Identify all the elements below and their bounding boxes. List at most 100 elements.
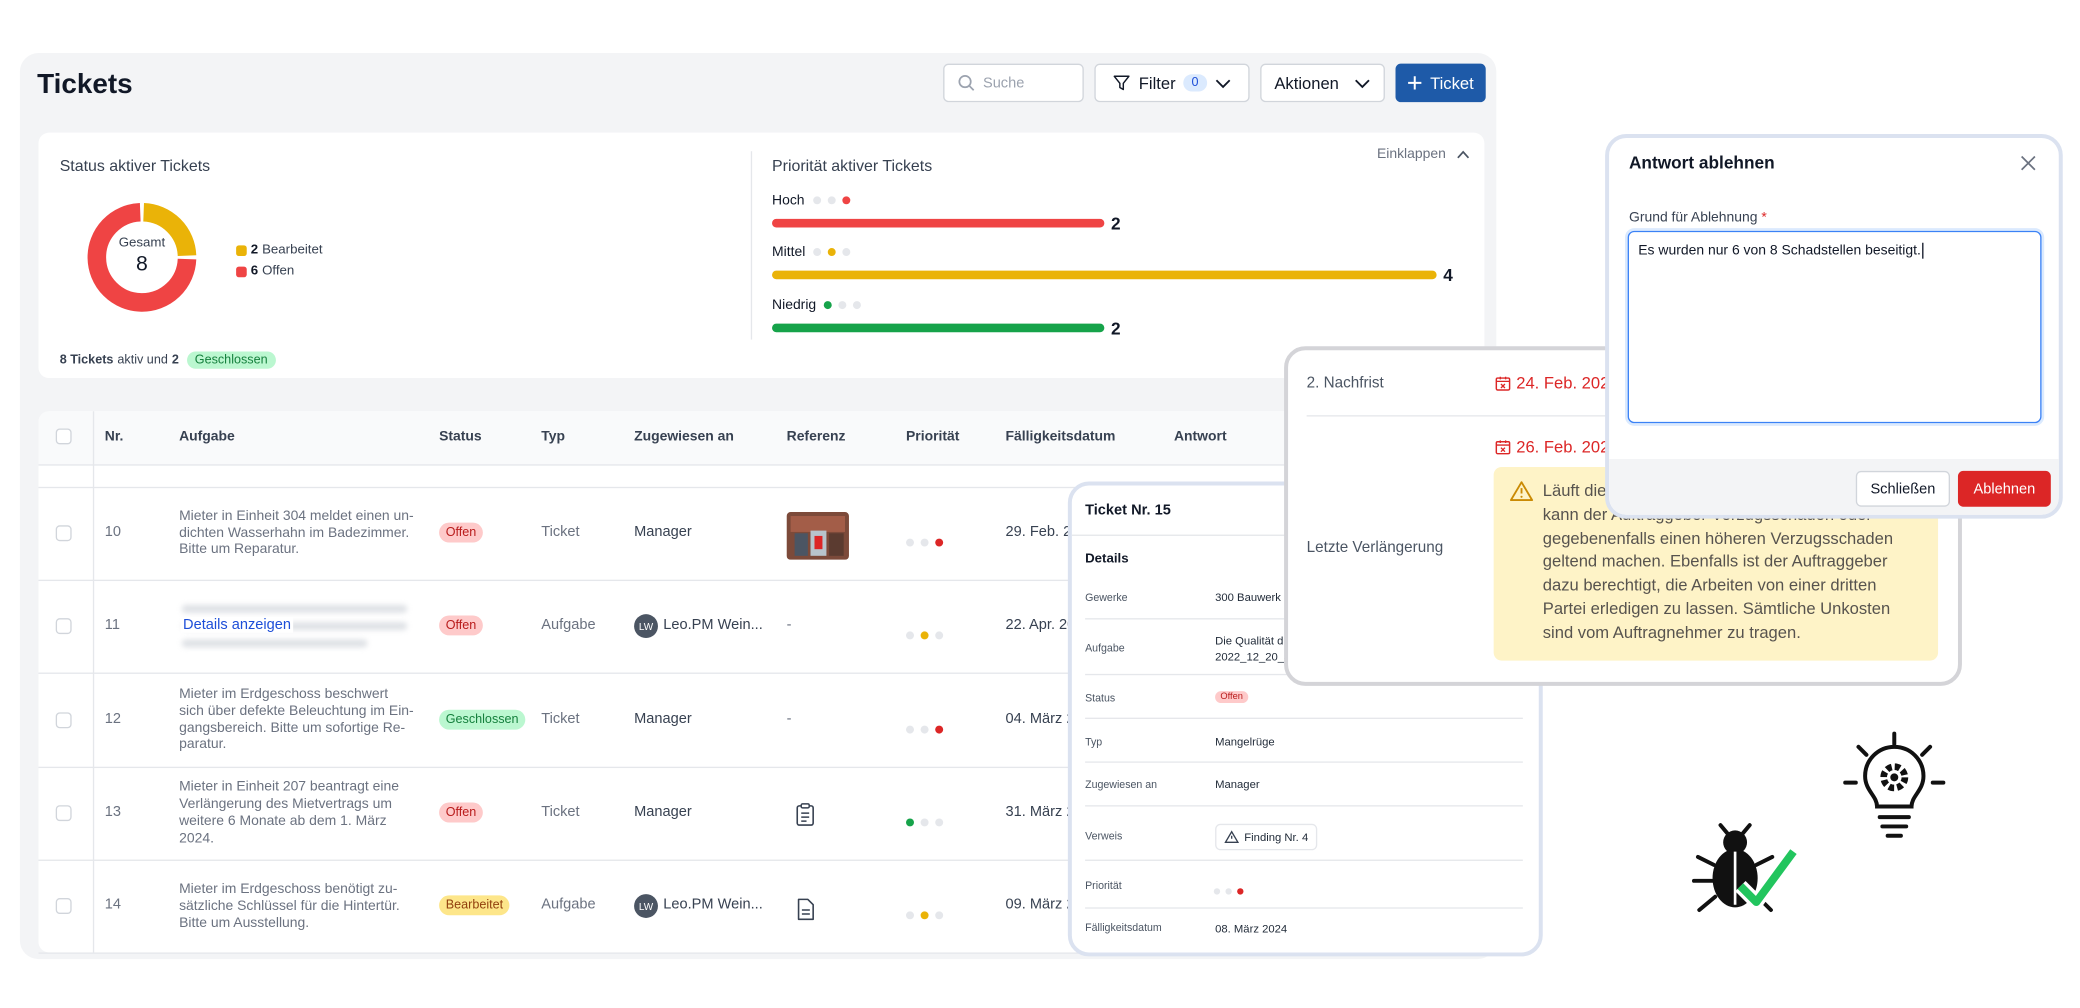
column-header: Zugewiesen an [634,428,734,445]
priority-dot [827,248,836,257]
collapse-toggle[interactable]: Einklappen [1377,146,1470,162]
priority-value: 2 [1111,318,1121,338]
row-separator [38,579,1485,582]
priority-bar [772,270,1437,280]
warning-line: gegebenenfalls einen höheren Verzugsscha… [1542,528,1894,548]
search-icon [958,75,975,91]
priority-value: 2 [1111,213,1121,233]
row-number: 11 [104,617,120,634]
chevron-down [1355,78,1371,88]
row-type: Aufgabe [541,617,596,634]
warning-icon [1224,830,1239,844]
row-type: Ticket [541,523,580,540]
priority-name: Niedrig [772,297,817,314]
priority-label: Hoch [772,192,850,208]
row-type: Ticket [541,710,580,727]
priority-dot [824,301,833,310]
divider [750,151,753,340]
new-ticket-label: Ticket [1430,73,1474,93]
actions-button[interactable]: Aktionen [1260,63,1385,103]
separator [1085,761,1523,763]
donut-center-label: Gesamt [118,236,166,251]
clipboard-icon[interactable] [796,803,815,827]
lightbulb-icon [1843,731,1946,838]
column-header: Typ [541,428,565,445]
new-ticket-button[interactable]: Ticket [1395,63,1486,103]
field-value: Die Qualität d [1215,634,1284,648]
bug-icon [1691,823,1800,912]
legend-swatch [236,266,247,278]
priority-label: Mittel [772,244,851,260]
priority-dot [841,196,850,205]
status-chart-title: Status aktiver Tickets [59,156,211,176]
priority-dots [899,716,944,740]
row-separator [38,766,1485,768]
priority-label: Niedrig [772,297,862,314]
priority-bar [772,218,1105,228]
row-type: Aufgabe [541,896,596,913]
field-label: Gewerke [1085,591,1128,604]
checkbox [55,525,72,542]
row-separator [38,859,1485,861]
filter-button[interactable]: Filter 0 [1094,63,1250,103]
details-link[interactable]: Details anzeigen [180,617,294,634]
priority-dot [827,196,836,205]
summary-closed-count: 2 [171,352,179,368]
column-divider [92,411,95,953]
summary: 8 Tickets aktiv und 2 Geschlossen [60,351,276,369]
close-label: Schließen [1870,480,1936,497]
priority-dots [899,529,944,553]
status-badge: Bearbeitet [439,895,510,916]
plus-icon [1408,76,1422,90]
legend-item: 2 Bearbeitet [236,240,323,261]
priority-name: Mittel [772,244,806,260]
task-text: Mieter in Einheit 304 meldet einen un- d… [179,507,414,558]
calendar-icon [1495,376,1511,391]
field-value: 08. März 2024 [1215,921,1288,936]
reference: - [786,617,792,634]
priority-chart-title: Priorität aktiver Tickets [772,156,933,176]
chevron-down [1215,78,1230,88]
separator [1085,805,1523,807]
document-icon[interactable] [797,898,814,921]
blurred-text [181,605,408,614]
column-header: Status [439,428,482,445]
priority-name: Hoch [772,192,805,209]
reference-chip[interactable]: Finding Nr. 4 [1215,823,1318,851]
priority-dots [1208,881,1244,900]
close-icon[interactable] [2020,155,2036,171]
search-box[interactable]: Suche [943,63,1084,103]
checkbox [55,805,72,821]
assignee: Manager [634,523,692,540]
legend-item: 6 Offen [236,261,322,282]
checkbox[interactable] [55,428,72,445]
checkbox [55,618,72,635]
blurred-text [181,622,408,631]
reject-button[interactable]: Ablehnen [1957,470,2051,507]
reference: - [786,710,792,727]
donut-segment [87,202,197,312]
priority-dot [853,301,862,310]
charts: 2 4 2 [87,202,1453,338]
ticket-title: Ticket Nr. 15 [1085,502,1171,519]
legend: 2 Bearbeitet 6 Offen [236,240,323,282]
checkbox [55,898,72,915]
field-label-text: Grund für Ablehnung [1628,209,1758,226]
filter-label: Filter [1138,73,1176,93]
blurred-text [181,639,368,648]
separator [1085,859,1523,861]
reference-label: Finding Nr. 4 [1244,830,1309,844]
assignee: Leo.PM Wein... [663,896,763,913]
priority-dots [899,809,944,833]
row-separator [38,486,1485,489]
reference-thumbnail[interactable] [786,512,849,560]
textarea-text: Es wurden nur 6 von 8 Schadstellen besei… [1638,242,1924,259]
field-label: Zugewiesen an [1085,778,1158,791]
calendar-icon [1495,440,1511,455]
close-button[interactable]: Schließen [1855,470,1950,507]
priority-dot [812,196,821,205]
row-separator [38,952,1485,955]
textarea[interactable] [1627,230,2042,424]
priority-dots [899,902,944,926]
